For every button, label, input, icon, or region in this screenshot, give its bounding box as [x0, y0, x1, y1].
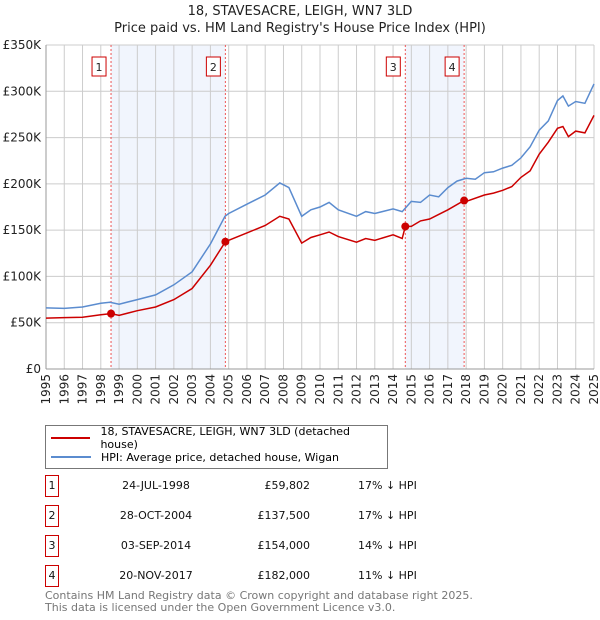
x-tick-label: 2018	[459, 374, 473, 405]
sale-point	[401, 222, 410, 231]
hpi-difference: 17% ↓ HPI	[358, 509, 417, 522]
x-tick-label: 2012	[350, 374, 364, 405]
x-tick-label: 2020	[496, 374, 510, 405]
x-tick-label: 1999	[112, 374, 126, 405]
x-tick-label: 2008	[276, 374, 290, 405]
legend-label: 18, STAVESACRE, LEIGH, WN7 3LD (detached…	[100, 425, 351, 451]
x-tick-label: 2000	[130, 374, 144, 405]
footer-copyright: Contains HM Land Registry data © Crown c…	[45, 589, 473, 602]
x-tick-label: 1995	[39, 374, 53, 405]
sale-date: 28-OCT-2004	[119, 509, 193, 522]
x-tick-label: 1996	[57, 374, 71, 405]
x-tick-label: 2011	[331, 374, 345, 405]
sale-point	[107, 309, 116, 318]
sale-marker-label: 4	[449, 61, 456, 74]
sale-marker-number: 4	[45, 565, 59, 587]
hpi-difference: 14% ↓ HPI	[358, 539, 417, 552]
price-chart: £0 £50K £100K £150K £200K £250K £300K £350K 1995…	[3, 38, 600, 405]
x-tick-label: 2002	[167, 374, 181, 405]
chart-title: 18, STAVESACRE, LEIGH, WN7 3LD	[187, 4, 413, 19]
x-tick-label: 2025	[587, 374, 600, 405]
y-tick-label: £150K	[3, 223, 43, 237]
sale-marker-number: 2	[45, 505, 59, 527]
sale-date: 03-SEP-2014	[120, 539, 192, 552]
sale-price: £154,000	[257, 539, 311, 552]
sale-price: £137,500	[257, 509, 311, 522]
property-price-line	[45, 115, 595, 319]
hpi-difference: 11% ↓ HPI	[358, 569, 417, 582]
legend-label: HPI: Average price, detached house, Wiga…	[101, 450, 340, 464]
sale-marker-box	[385, 56, 401, 77]
legend-item-hpi: HPI: Average price, detached house, Wiga…	[46, 448, 339, 466]
table-row: 4 20-NOV-2017 £182,000 11% ↓ HPI	[45, 565, 445, 587]
table-row: 3 03-SEP-2014 £154,000 14% ↓ HPI	[45, 535, 445, 557]
x-tick-label: 2005	[222, 374, 236, 405]
x-tick-label: 1997	[76, 374, 90, 405]
x-tick-label: 2017	[441, 374, 455, 405]
sale-marker-label: 2	[210, 61, 217, 74]
sale-point	[460, 196, 469, 205]
x-tick-label: 2024	[569, 374, 583, 405]
x-tick-label: 1998	[94, 374, 108, 405]
sale-marker-number: 3	[45, 535, 59, 557]
x-tick-label: 2004	[203, 374, 217, 405]
y-tick-label: £250K	[3, 131, 43, 145]
x-tick-label: 2013	[368, 374, 382, 405]
sale-point	[221, 237, 230, 246]
legend-swatch-red	[51, 437, 91, 439]
x-tick-label: 2016	[423, 374, 437, 405]
legend-item-property: 18, STAVESACRE, LEIGH, WN7 3LD (detached…	[46, 425, 387, 451]
legend: 18, STAVESACRE, LEIGH, WN7 3LD (detached…	[45, 425, 388, 469]
shaded-period	[405, 45, 465, 369]
y-tick-label: £300K	[3, 84, 43, 98]
table-row: 1 24-JUL-1998 £59,802 17% ↓ HPI	[45, 475, 445, 497]
sale-marker-label: 3	[390, 61, 397, 74]
sale-marker-box	[444, 56, 460, 77]
x-tick-label: 2006	[240, 374, 254, 405]
sale-price: £59,802	[264, 479, 311, 492]
y-tick-label: £100K	[3, 269, 43, 283]
y-tick-label: £350K	[3, 38, 43, 52]
footer-licence: This data is licensed under the Open Gov…	[45, 601, 396, 614]
sale-date: 20-NOV-2017	[119, 569, 193, 582]
x-tick-label: 2014	[386, 374, 400, 405]
sale-marker-number: 1	[45, 475, 59, 497]
x-tick-label: 2003	[185, 374, 199, 405]
sale-marker-box	[205, 56, 221, 77]
legend-swatch-blue	[51, 456, 91, 458]
y-tick-label: £200K	[3, 177, 43, 191]
y-tick-label: £50K	[10, 316, 42, 330]
sale-date: 24-JUL-1998	[122, 479, 190, 492]
x-tick-label: 2009	[295, 374, 309, 405]
x-tick-label: 2010	[313, 374, 327, 405]
sale-marker-box	[91, 56, 107, 77]
x-tick-label: 2007	[258, 374, 272, 405]
shaded-period	[111, 45, 226, 369]
y-tick-label: £0	[26, 362, 41, 376]
x-tick-label: 2023	[550, 374, 564, 405]
x-tick-label: 2021	[514, 374, 528, 405]
table-row: 2 28-OCT-2004 £137,500 17% ↓ HPI	[45, 505, 445, 527]
hpi-line	[45, 83, 595, 310]
chart-subtitle: Price paid vs. HM Land Registry's House …	[114, 21, 486, 36]
x-tick-label: 2015	[404, 374, 418, 405]
sale-price: £182,000	[257, 569, 311, 582]
sale-marker-label: 1	[96, 61, 103, 74]
x-tick-label: 2001	[149, 374, 163, 405]
x-tick-label: 2022	[532, 374, 546, 405]
hpi-difference: 17% ↓ HPI	[358, 479, 417, 492]
x-tick-label: 2019	[477, 374, 491, 405]
